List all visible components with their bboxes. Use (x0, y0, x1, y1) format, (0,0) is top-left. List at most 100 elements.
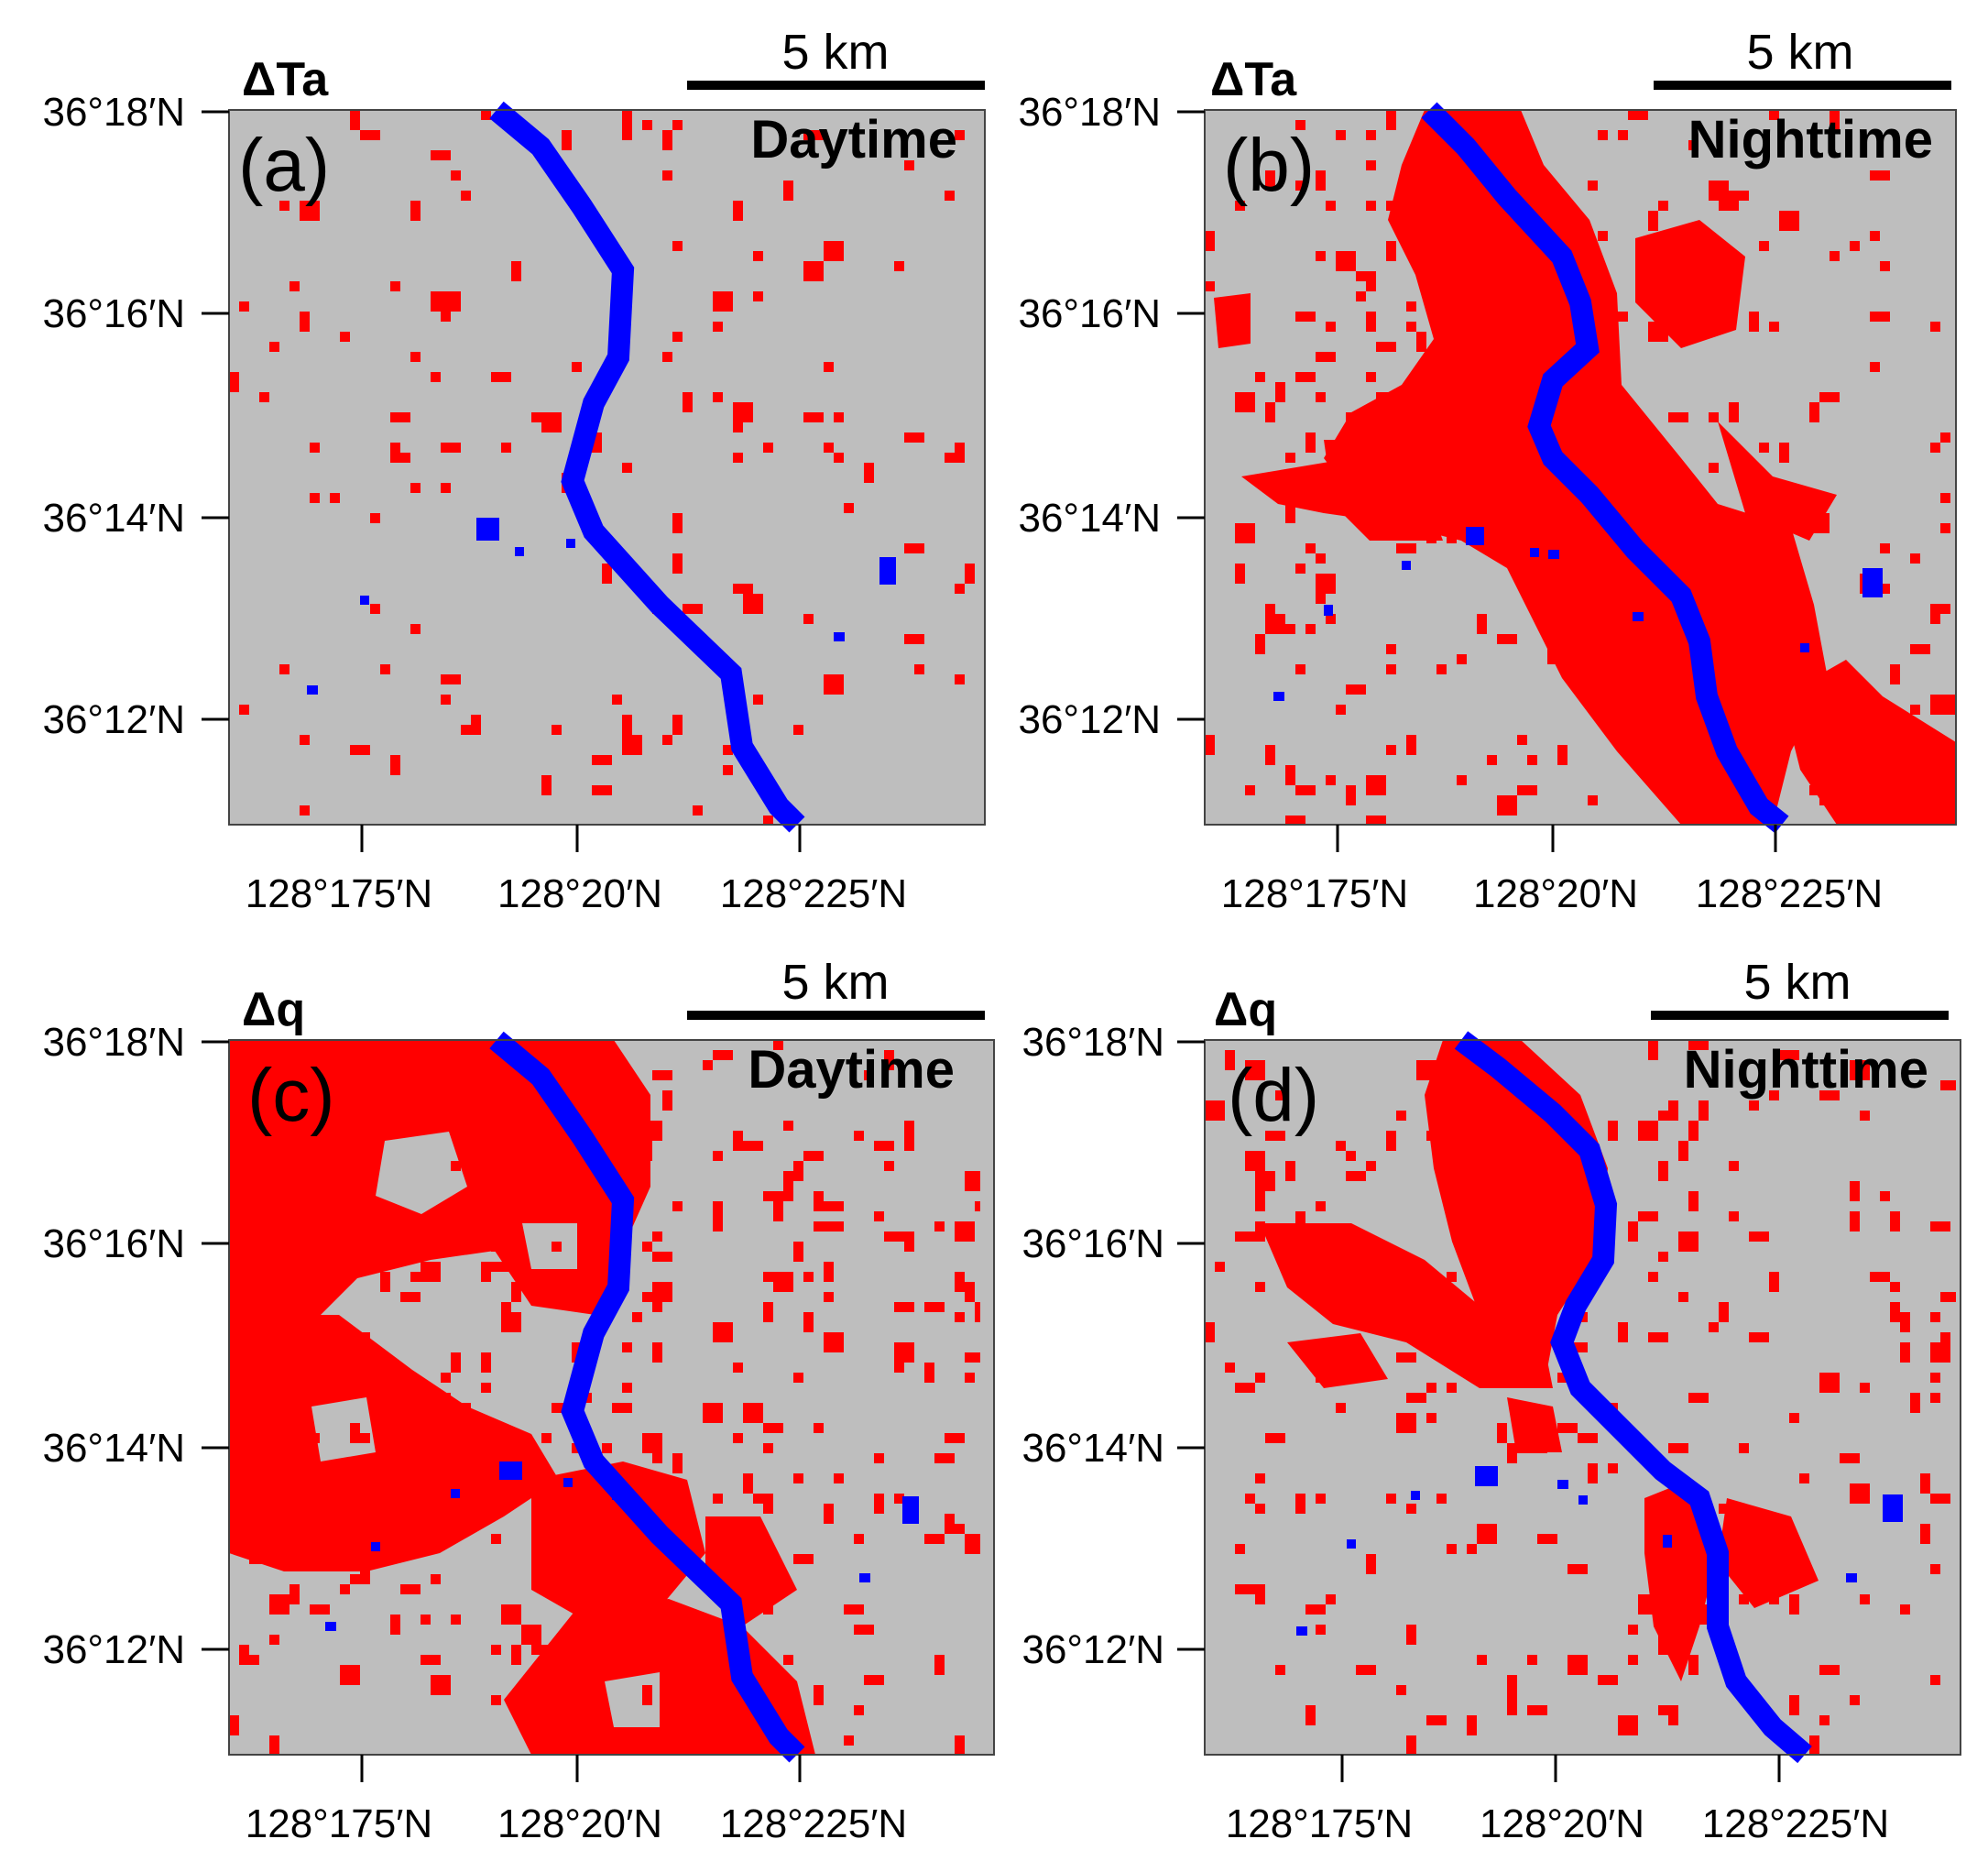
increase-cell (1819, 1665, 1840, 1675)
increase-cell (1235, 201, 1245, 211)
increase-cell (1598, 1675, 1618, 1685)
increase-cell (1578, 1191, 1588, 1201)
panel-d: Δq 5 km (1021, 955, 1961, 1846)
increase-cell (1688, 1121, 1699, 1141)
increase-cell (1890, 674, 1900, 684)
increase-cell (1517, 735, 1527, 745)
increase-cell (824, 1504, 834, 1524)
increase-cell (1406, 1746, 1416, 1755)
increase-cell (441, 695, 451, 705)
increase-cell (733, 1433, 743, 1443)
increase-cell (1930, 695, 1950, 715)
increase-cell (824, 1201, 844, 1211)
increase-cell (350, 1524, 360, 1534)
increase-cell (924, 1363, 934, 1383)
increase-cell (1356, 291, 1366, 301)
increase-cell (1910, 725, 1920, 735)
increase-cell (1900, 1604, 1910, 1615)
increase-cell (300, 735, 310, 745)
increase-cell (1678, 705, 1688, 715)
increase-cell (743, 594, 763, 614)
increase-cell (683, 604, 703, 614)
increase-cell (1416, 1060, 1436, 1080)
increase-cell (279, 201, 289, 211)
increase-cell (814, 1191, 824, 1211)
increase-cell (1547, 644, 1557, 664)
increase-cell (1295, 181, 1305, 191)
increase-cell (733, 1131, 743, 1151)
increase-cell (461, 725, 481, 735)
increase-cell (1316, 251, 1326, 261)
increase-cell (1547, 352, 1557, 362)
increase-cell (1477, 513, 1487, 523)
increase-cell (874, 1141, 894, 1151)
increase-cell (1386, 201, 1396, 211)
increase-cell (753, 695, 763, 705)
increase-cell (1295, 1494, 1305, 1514)
increase-cell (1850, 1695, 1860, 1705)
increase-cell (1487, 755, 1497, 765)
increase-cell (1255, 1373, 1265, 1383)
increase-cell (1215, 1262, 1225, 1272)
increase-cell (562, 140, 572, 150)
increase-cell (552, 1403, 562, 1413)
increase-cell (1618, 312, 1628, 322)
increase-cell (1779, 483, 1789, 493)
increase-cell (642, 1242, 652, 1252)
increase-cell (1850, 1483, 1870, 1504)
increase-cell (350, 1352, 360, 1363)
increase-cell (1326, 775, 1336, 785)
increase-cell (622, 715, 632, 735)
increase-cell (1598, 130, 1608, 140)
increase-cell (1406, 1504, 1416, 1514)
increase-cell (642, 1645, 652, 1655)
increase-cell (259, 1443, 269, 1453)
increase-cell (390, 412, 410, 422)
increase-cell (834, 1473, 844, 1483)
increase-cell (1396, 1352, 1416, 1363)
increase-cell (854, 1705, 864, 1715)
panel-c-scale-line (687, 1011, 985, 1020)
increase-cell (1789, 725, 1799, 735)
increase-cell (1426, 1131, 1436, 1141)
increase-cell (1648, 463, 1658, 473)
increase-cell (1769, 322, 1779, 332)
panel-a-y-tick-label: 36°12′N (42, 697, 185, 742)
increase-cell (1487, 231, 1497, 241)
increase-cell (975, 1201, 980, 1211)
increase-cell (945, 1433, 965, 1443)
increase-cell (1416, 453, 1426, 463)
increase-cell (1688, 1191, 1699, 1211)
increase-cell (451, 1615, 461, 1625)
increase-cell (1517, 170, 1527, 181)
increase-cell (763, 1604, 773, 1615)
increase-cell (1316, 1625, 1326, 1635)
increase-cell (955, 1272, 965, 1292)
increase-cell (1870, 231, 1880, 241)
panel-a-x-tick-label: 128°20′N (497, 871, 662, 916)
increase-cell (1729, 1211, 1739, 1221)
increase-cell (743, 1473, 753, 1494)
increase-cell (1648, 1272, 1658, 1282)
increase-cell (814, 1423, 824, 1433)
increase-cell (1295, 372, 1316, 382)
increase-cell (854, 1131, 864, 1141)
increase-cell (864, 1070, 874, 1080)
increase-cell (1346, 684, 1366, 695)
increase-cell (955, 1524, 965, 1534)
increase-cell (854, 1534, 864, 1544)
increase-cell (491, 1262, 511, 1272)
increase-cell (612, 695, 622, 705)
increase-cell (1447, 463, 1457, 473)
increase-cell (803, 1151, 824, 1161)
increase-cell (1477, 1655, 1487, 1665)
panel-c-water-spots (325, 1461, 919, 1631)
panel-b-water-spots (1273, 527, 1883, 701)
increase-cell (1830, 110, 1840, 130)
increase-cell (1779, 443, 1789, 463)
increase-cell (1819, 785, 1840, 805)
increase-cell (1527, 1705, 1547, 1715)
increase-cell (1396, 453, 1406, 463)
increase-cell (965, 1352, 975, 1363)
increase-cell (562, 1504, 572, 1514)
